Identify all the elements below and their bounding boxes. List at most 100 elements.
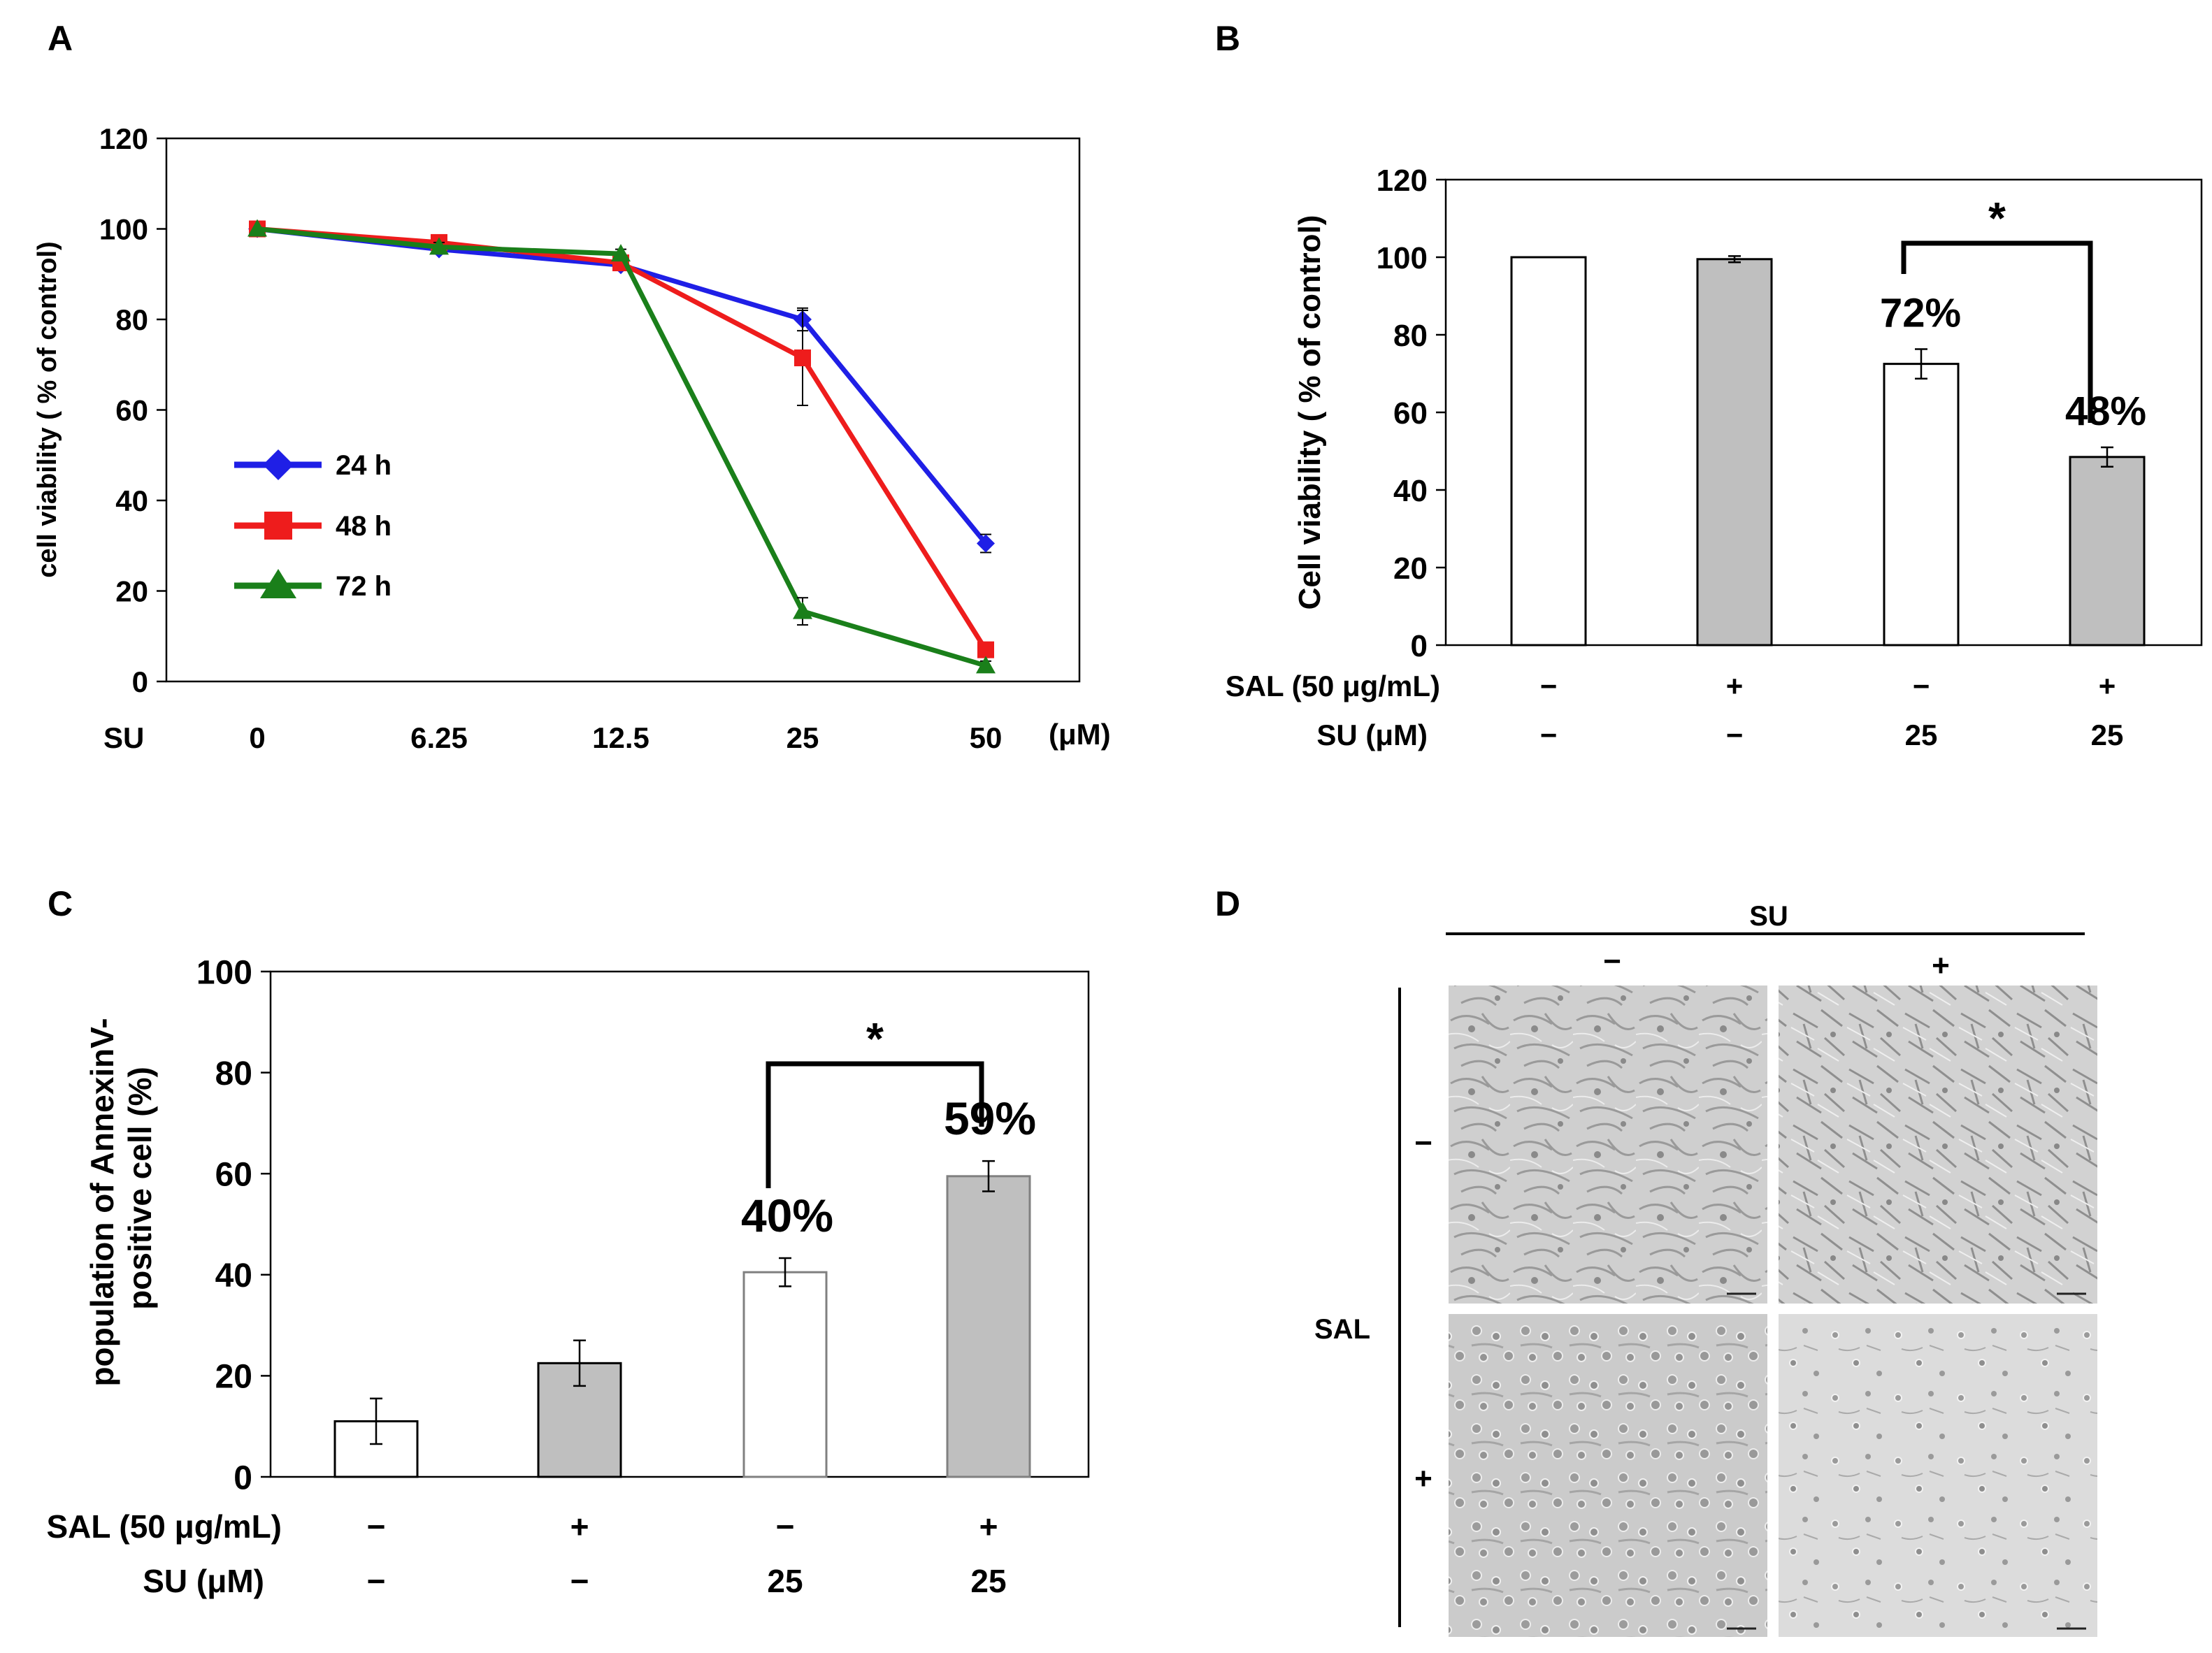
percent-annotation: 59% (944, 1092, 1036, 1144)
y-tick-label: 20 (215, 1359, 252, 1396)
row-label-minus: − (1414, 1126, 1432, 1160)
y-tick-label: 0 (234, 1459, 252, 1496)
y-tick-label: 80 (215, 1055, 252, 1092)
sal-row-value: − (1913, 670, 1930, 702)
percent-annotation: 72% (1880, 291, 1961, 336)
micrograph-su-minus-sal-plus (1449, 1314, 1767, 1637)
su-row-value: 25 (767, 1563, 803, 1599)
y-tick-label: 80 (1393, 319, 1428, 353)
sal-row-value: + (2099, 670, 2116, 702)
sal-row-value: + (1726, 670, 1744, 702)
data-point-72h (793, 601, 812, 619)
y-axis-label-line1: population of AnnexinV- (84, 1018, 120, 1386)
panel-a-label: A (48, 19, 73, 58)
sal-row-value: − (776, 1508, 795, 1545)
significance-bracket (1901, 240, 2093, 423)
micrograph-su-plus-sal-minus (1779, 986, 2097, 1304)
y-tick-label: 120 (99, 122, 148, 155)
col-label-minus: − (1603, 944, 1621, 979)
x-tick-label: 0 (249, 721, 265, 754)
data-point-48h (794, 349, 811, 367)
y-tick-label: 0 (132, 665, 148, 698)
su-row-label: SU (μM) (1316, 719, 1428, 751)
percent-annotation: 40% (741, 1190, 833, 1241)
panel-b-bar-chart: Cell viability ( % of control) SAL (50 μ… (1226, 164, 2203, 751)
micrograph-su-plus-sal-plus (1779, 1314, 2097, 1637)
y-tick-label: 0 (1411, 629, 1428, 663)
x-unit-label: (μM) (1049, 718, 1111, 751)
su-row-label: SU (μM) (143, 1563, 264, 1599)
y-axis-label: Cell viability ( % of control) (1293, 215, 1327, 610)
y-tick-label: 60 (115, 394, 148, 427)
sal-row-label: SAL (50 μg/mL) (46, 1508, 282, 1545)
y-axis-label: cell viability ( % of control) (33, 241, 62, 577)
data-point-24h (977, 534, 995, 553)
plot-frame (269, 970, 1090, 1478)
y-tick-label: 100 (1377, 241, 1428, 275)
legend-label: 48 h (336, 511, 392, 542)
bar (946, 1175, 1031, 1478)
y-tick-label: 100 (196, 954, 252, 991)
data-point-48h (977, 641, 994, 658)
su-row-value: − (570, 1563, 589, 1599)
su-row-value: − (1540, 719, 1558, 751)
series-line-24h (257, 226, 988, 545)
data-point-72h (429, 237, 449, 255)
sal-row-value: + (570, 1508, 589, 1545)
y-axis-label-line2: positive cell (%) (122, 1067, 158, 1310)
y-tick-label: 120 (1377, 164, 1428, 198)
significance-star: * (1988, 193, 2006, 243)
x-prefix-label: SU (103, 721, 144, 754)
x-tick-label: 50 (970, 721, 1003, 754)
legend-marker (264, 512, 292, 540)
x-tick-label: 12.5 (592, 721, 649, 754)
data-point-72h (976, 656, 996, 674)
panel-a-line-chart: cell viability ( % of control) SU (μM) 0… (33, 122, 1111, 754)
sal-row-value: − (367, 1508, 386, 1545)
y-tick-label: 80 (115, 303, 148, 336)
bar (2069, 456, 2146, 647)
bar (1696, 258, 1773, 647)
row-label-plus: + (1414, 1461, 1432, 1496)
su-row-value: 25 (1905, 719, 1938, 751)
su-row-value: 25 (2091, 719, 2124, 751)
y-tick-label: 40 (215, 1257, 252, 1294)
legend-marker (263, 449, 294, 480)
y-tick-label: 60 (1393, 396, 1428, 431)
y-tick-label: 20 (1393, 551, 1428, 586)
panel-d-label: D (1215, 884, 1240, 923)
legend-label: 72 h (336, 571, 392, 602)
y-tick-label: 20 (115, 575, 148, 608)
sal-row-label: SAL (50 μg/mL) (1226, 670, 1440, 702)
data-point-72h (611, 244, 631, 262)
significance-star: * (866, 1013, 884, 1064)
x-tick-label: 25 (787, 721, 819, 754)
significance-bracket (766, 1061, 984, 1188)
su-row-value: − (367, 1563, 386, 1599)
panel-b-label: B (1215, 19, 1240, 58)
sal-row-value: − (1540, 670, 1558, 702)
panel-c-bar-chart: population of AnnexinV- positive cell (%… (46, 954, 1090, 1599)
legend-label: 24 h (336, 450, 392, 481)
percent-annotation: 48% (2065, 389, 2146, 434)
bar (742, 1271, 828, 1478)
plot-frame (165, 137, 1081, 683)
data-point-72h (247, 219, 267, 237)
micrograph-su-minus-sal-minus (1449, 986, 1767, 1304)
su-row-value: − (1726, 719, 1744, 751)
bar (1883, 363, 1960, 647)
x-tick-label: 6.25 (410, 721, 468, 754)
col-label-plus: + (1932, 948, 1950, 983)
y-tick-label: 40 (115, 484, 148, 517)
bar (1510, 256, 1587, 647)
su-header-label: SU (1749, 901, 1788, 932)
y-tick-label: 60 (215, 1156, 252, 1193)
legend-marker (260, 569, 296, 598)
panel-c-label: C (48, 884, 73, 923)
sal-side-label: SAL (1314, 1314, 1370, 1345)
sal-row-value: + (979, 1508, 998, 1545)
panel-d-micrographs: D SU − + SAL − + (1215, 884, 2097, 1637)
su-row-value: 25 (970, 1563, 1006, 1599)
y-tick-label: 40 (1393, 474, 1428, 508)
